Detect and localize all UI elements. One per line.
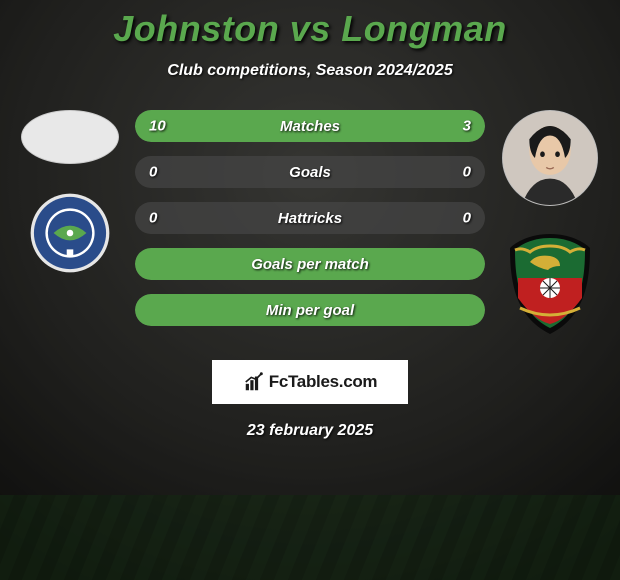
stat-bar-goals-per-match: Goals per match bbox=[135, 248, 485, 280]
bar-fill-left bbox=[135, 110, 391, 142]
bar-label: Matches bbox=[280, 118, 340, 135]
watermark-badge: FcTables.com bbox=[212, 360, 408, 404]
stat-bar-hattricks: 0 Hattricks 0 bbox=[135, 202, 485, 234]
bar-label: Goals bbox=[289, 164, 331, 181]
page-title: Johnston vs Longman bbox=[0, 0, 620, 50]
right-player-column bbox=[495, 110, 605, 338]
bar-value-left: 10 bbox=[149, 118, 166, 135]
right-club-crest bbox=[500, 228, 600, 338]
chart-icon bbox=[243, 371, 265, 393]
left-player-avatar bbox=[21, 110, 119, 164]
stat-bars: 10 Matches 3 0 Goals 0 0 Hattricks 0 bbox=[135, 110, 485, 326]
bar-label: Min per goal bbox=[266, 302, 354, 319]
stat-bar-min-per-goal: Min per goal bbox=[135, 294, 485, 326]
comparison-row: 10 Matches 3 0 Goals 0 0 Hattricks 0 bbox=[0, 110, 620, 338]
watermark-text: FcTables.com bbox=[269, 372, 378, 392]
bar-value-right: 0 bbox=[463, 164, 471, 181]
stat-bar-matches: 10 Matches 3 bbox=[135, 110, 485, 142]
right-player-avatar bbox=[502, 110, 598, 206]
stat-bar-goals: 0 Goals 0 bbox=[135, 156, 485, 188]
subtitle: Club competitions, Season 2024/2025 bbox=[0, 62, 620, 80]
bar-value-left: 0 bbox=[149, 164, 157, 181]
bar-value-left: 0 bbox=[149, 210, 157, 227]
date-text: 23 february 2025 bbox=[0, 422, 620, 440]
bar-label: Hattricks bbox=[278, 210, 342, 227]
bar-label: Goals per match bbox=[251, 256, 369, 273]
bar-value-right: 3 bbox=[463, 118, 471, 135]
left-club-crest bbox=[29, 192, 111, 274]
left-player-column bbox=[15, 110, 125, 274]
bar-value-right: 0 bbox=[463, 210, 471, 227]
